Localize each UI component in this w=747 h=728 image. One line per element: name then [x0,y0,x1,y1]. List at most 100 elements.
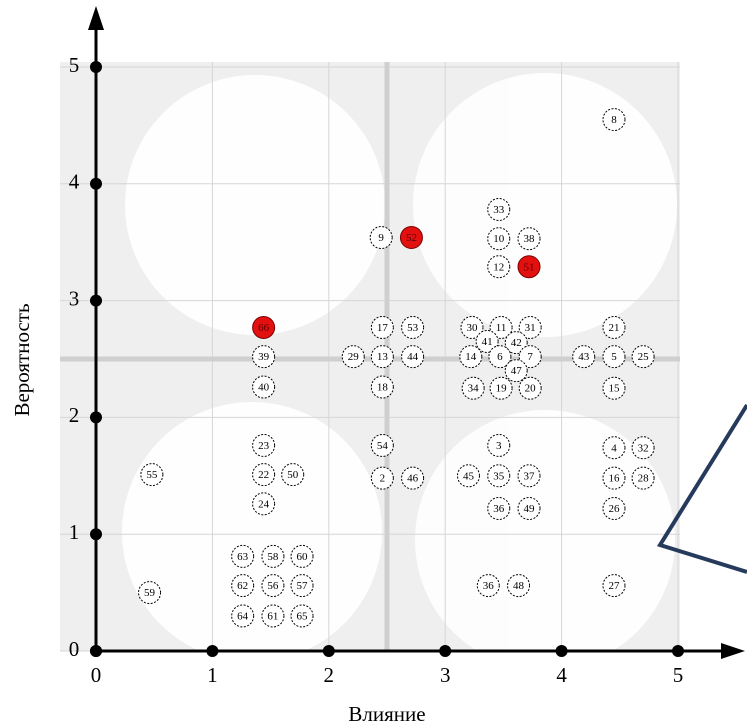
point-label: 36 [483,580,495,592]
point-label: 29 [348,351,360,363]
x-axis-arrow [721,643,745,659]
point [140,463,164,487]
point-label: 43 [578,351,590,363]
point-label: 58 [267,551,279,563]
y-tick-label: 0 [69,637,80,661]
x-tick-label: 0 [91,663,102,687]
point-label: 46 [407,473,419,485]
point [476,574,500,598]
point [290,544,314,568]
point [488,345,512,369]
point-label: 57 [297,580,309,592]
point [517,464,541,488]
point [231,574,255,598]
point [261,604,285,628]
point [231,604,255,628]
point [518,345,542,369]
point [252,433,276,457]
point [489,315,513,339]
point [399,226,423,250]
point-label: 41 [482,336,493,348]
point [252,345,276,369]
decor-circle [125,75,385,335]
point [138,581,162,605]
point [487,497,511,521]
point-label: 51 [524,261,535,273]
point-label: 33 [493,204,505,216]
y-tick-label: 5 [69,53,80,77]
tick-dot [90,294,102,307]
point-label: 27 [608,580,620,592]
point [370,433,394,457]
tick-dot [322,645,335,657]
point-label: 39 [258,351,270,363]
point-label: 25 [638,351,650,363]
point-label: 63 [237,551,249,563]
point [602,345,626,369]
point [487,197,511,221]
tick-dot [90,528,102,541]
point [487,255,511,279]
y-axis-label: Вероятность [10,303,34,416]
point-label: 16 [608,473,620,485]
point [504,359,528,383]
tick-dot [206,645,219,657]
point-label: 45 [463,470,475,482]
point [281,463,305,487]
point-label: 49 [524,503,536,515]
point-label: 47 [511,365,523,377]
point-label: 36 [493,503,505,515]
point-label: 3 [496,440,502,452]
point-label: 62 [237,580,248,592]
point [517,497,541,521]
point [401,345,425,369]
point-label: 44 [407,351,419,363]
point [252,375,276,399]
point [261,574,285,598]
point [369,226,393,250]
point-label: 55 [146,469,158,481]
point-label: 32 [638,442,649,454]
point-label: 40 [258,382,270,394]
y-axis-arrow [88,6,104,30]
point-label: 37 [524,470,536,482]
tick-dot [90,61,102,73]
point [631,345,655,369]
point [518,315,542,339]
tick-dot [672,645,684,657]
point-label: 21 [608,322,619,334]
x-tick-label: 4 [556,663,567,687]
point [290,604,314,628]
point [518,376,542,400]
point-label: 19 [496,383,508,395]
point-label: 10 [493,233,505,245]
point [460,315,484,339]
point-label: 20 [525,383,537,395]
point [507,574,531,598]
point [231,544,255,568]
point-label: 23 [258,440,270,452]
axes [88,6,745,659]
point [602,466,626,490]
point-label: 56 [267,580,279,592]
point-label: 31 [525,322,536,334]
point [572,345,596,369]
point [370,375,394,399]
point [602,108,626,132]
point-label: 18 [377,382,389,394]
point [602,436,626,460]
y-tick-label: 2 [69,403,80,427]
point-label: 13 [377,351,389,363]
point-label: 53 [407,322,419,334]
point-label: 30 [466,322,478,334]
tick-dot [90,177,102,190]
point-label: 60 [297,551,309,563]
point-label: 54 [377,440,389,452]
point [261,544,285,568]
point [252,315,276,339]
point-label: 11 [496,322,507,334]
point [290,574,314,598]
point [401,466,425,490]
point [475,329,499,353]
point-label: 14 [465,351,477,363]
